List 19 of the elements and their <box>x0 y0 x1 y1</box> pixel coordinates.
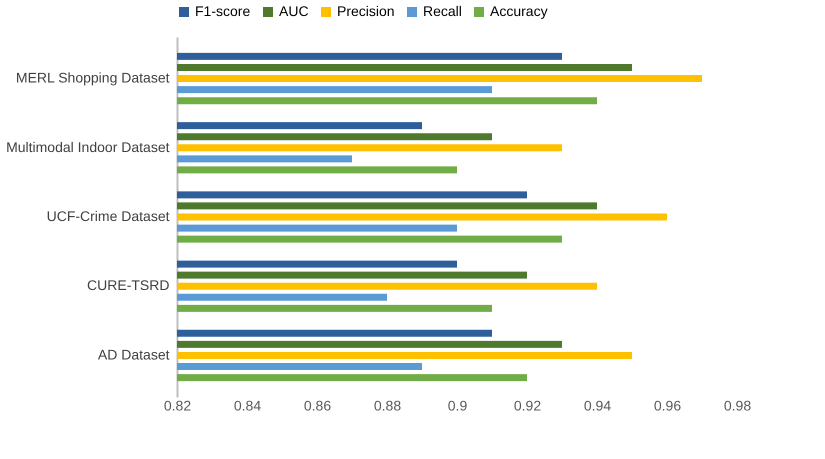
x-tick-label: 0.96 <box>654 398 682 414</box>
legend-label: AUC <box>279 3 309 19</box>
x-tick-label: 0.88 <box>374 398 402 414</box>
legend-label: Accuracy <box>490 3 548 19</box>
x-tick-label: 0.84 <box>234 398 262 414</box>
y-tick-label: UCF-Crime Dataset <box>46 208 170 224</box>
legend-label: Precision <box>337 3 395 19</box>
x-tick-label: 0.82 <box>164 398 192 414</box>
x-tick-label: 0.92 <box>514 398 542 414</box>
y-tick-label: AD Dataset <box>98 346 170 362</box>
x-tick-label: 0.9 <box>448 398 468 414</box>
x-tick-label: 0.86 <box>304 398 332 414</box>
legend-label: Recall <box>423 3 462 19</box>
legend-label: F1-score <box>195 3 250 19</box>
y-tick-label: MERL Shopping Dataset <box>16 70 170 86</box>
x-tick-label: 0.98 <box>724 398 752 414</box>
x-tick-label: 0.94 <box>584 398 612 414</box>
y-tick-label: Multimodal Indoor Dataset <box>6 138 170 155</box>
y-tick-label: CURE-TSRD <box>87 277 170 294</box>
